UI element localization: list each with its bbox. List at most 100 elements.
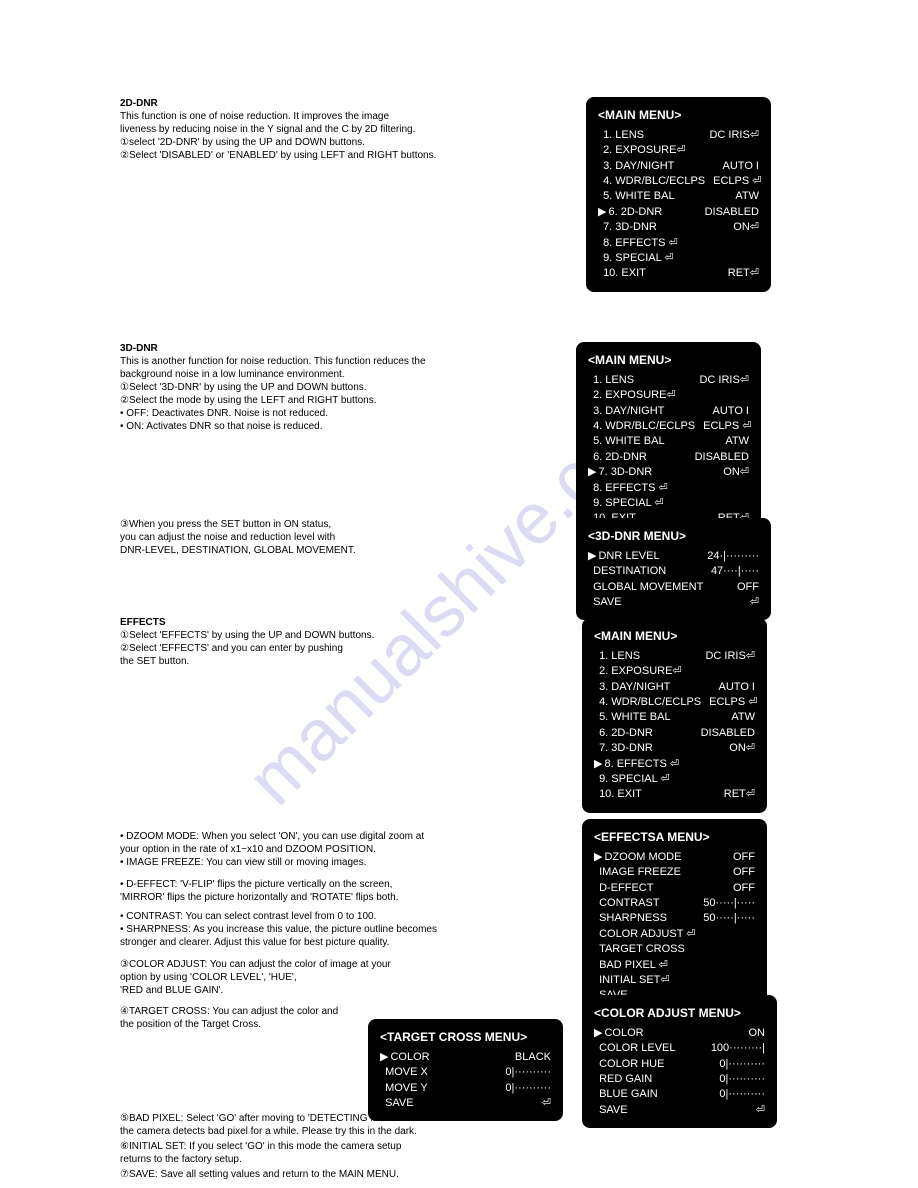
- menu-row: 6. 2D-DNRDISABLED: [594, 726, 755, 741]
- desc-target-cross: ④TARGET CROSS: You can adjust the color …: [120, 1005, 360, 1031]
- menu-row: 1. LENSDC IRIS⏎: [588, 373, 749, 388]
- menu-title: <EFFECTSA MENU>: [594, 829, 755, 846]
- desc-body: This is another function for noise reduc…: [120, 356, 426, 432]
- desc-body: • D-EFFECT: 'V-FLIP' flips the picture v…: [120, 879, 398, 903]
- menu-row-label: 9. SPECIAL ⏎: [594, 772, 670, 787]
- menu-row-value: OFF: [733, 850, 755, 865]
- desc-3d-dnr-menu: ③When you press the SET button in ON sta…: [120, 518, 560, 557]
- desc-effects: EFFECTS ①Select 'EFFECTS' by using the U…: [120, 616, 560, 668]
- menu-row: 9. SPECIAL ⏎: [594, 772, 755, 787]
- desc-body: ⑦SAVE: Save all setting values and retur…: [120, 1169, 399, 1180]
- menu-row: 5. WHITE BALATW: [588, 434, 749, 449]
- menu-row-label: 9. SPECIAL ⏎: [588, 496, 664, 511]
- menu-row: ▶7. 3D-DNRON⏎: [588, 465, 749, 480]
- menu-row-label: DESTINATION: [588, 564, 666, 579]
- menu-row-value: ON⏎: [729, 741, 755, 756]
- menu-row-label: 4. WDR/BLC/ECLPS: [594, 695, 701, 710]
- menu-row: 3. DAY/NIGHT AUTO I: [598, 159, 759, 174]
- menu-row: SAVE⏎: [380, 1096, 551, 1111]
- menu-title: <COLOR ADJUST MENU>: [594, 1005, 765, 1022]
- desc-body: ①Select 'EFFECTS' by using the UP and DO…: [120, 630, 374, 667]
- menu-row-label: SAVE: [594, 1103, 628, 1118]
- desc-contrast: • CONTRAST: You can select contrast leve…: [120, 910, 560, 949]
- menu-row-value: 24·|·········: [707, 549, 759, 564]
- menu-row-value: AUTO I: [719, 680, 755, 695]
- menu-row-label: ▶COLOR: [594, 1026, 644, 1041]
- desc-body: ③COLOR ADJUST: You can adjust the color …: [120, 959, 391, 996]
- target-cross-menu-panel: <TARGET CROSS MENU>▶COLORBLACK MOVE X0|·…: [368, 1019, 563, 1121]
- menu-row: 1. LENS DC IRIS⏎: [594, 649, 755, 664]
- desc-body: This function is one of noise reduction.…: [120, 111, 436, 161]
- menu-row-label: BAD PIXEL ⏎: [594, 958, 668, 973]
- menu-row: ▶6. 2D-DNRDISABLED: [598, 205, 759, 220]
- menu-row-label: GLOBAL MOVEMENT: [588, 580, 703, 595]
- menu-row-value: 100·········|: [711, 1041, 765, 1056]
- 3d-dnr-menu-panel: <3D-DNR MENU>▶DNR LEVEL24·|········· DES…: [576, 518, 771, 620]
- desc-save: ⑦SAVE: Save all setting values and retur…: [120, 1168, 560, 1181]
- menu-row-value: ATW: [731, 710, 755, 725]
- menu-row: 2. EXPOSURE⏎: [588, 388, 749, 403]
- menu-row-value: DC IRIS⏎: [709, 128, 759, 143]
- menu-row: BLUE GAIN0|··········: [594, 1087, 765, 1102]
- desc-title: EFFECTS: [120, 617, 166, 628]
- menu-title: <3D-DNR MENU>: [588, 528, 759, 545]
- menu-row: SHARPNESS 50·····|·····: [594, 911, 755, 926]
- menu-row: 4. WDR/BLC/ECLPS ECLPS ⏎: [594, 695, 755, 710]
- menu-row: 10. EXITRET⏎: [594, 787, 755, 802]
- main-menu-panel-3: <MAIN MENU> 1. LENSDC IRIS⏎ 2. EXPOSURE⏎…: [582, 618, 767, 813]
- menu-row-value: DC IRIS⏎: [705, 649, 755, 664]
- menu-row-value: 50·····|·····: [703, 896, 755, 911]
- menu-row: ▶COLORON: [594, 1026, 765, 1041]
- menu-row-value: BLACK: [515, 1050, 551, 1065]
- menu-row: SAVE⏎: [588, 595, 759, 610]
- menu-row-label: MOVE X: [380, 1065, 428, 1080]
- menu-row-value: DISABLED: [705, 205, 759, 220]
- menu-row-label: 1. LENS: [598, 128, 644, 143]
- menu-row-label: 3. DAY/NIGHT: [598, 159, 674, 174]
- menu-row: BAD PIXEL ⏎: [594, 958, 755, 973]
- menu-row-label: 1. LENS: [594, 649, 640, 664]
- menu-row-value: 47····|·····: [711, 564, 759, 579]
- menu-row-value: 0|··········: [719, 1057, 765, 1072]
- menu-row-label: MOVE Y: [380, 1081, 428, 1096]
- desc-title: 3D-DNR: [120, 343, 158, 354]
- menu-row-label: SAVE: [588, 595, 622, 610]
- menu-row-label: IMAGE FREEZE: [594, 865, 681, 880]
- menu-row-value: 50·····|·····: [703, 911, 755, 926]
- menu-row: ▶COLOR BLACK: [380, 1050, 551, 1065]
- menu-row: DESTINATION 47····|·····: [588, 564, 759, 579]
- menu-row: 5. WHITE BALATW: [594, 710, 755, 725]
- menu-row-value: ON⏎: [733, 220, 759, 235]
- menu-row: ▶DZOOM MODE OFF: [594, 850, 755, 865]
- menu-row: 8. EFFECTS ⏎: [598, 236, 759, 251]
- menu-row-value: 0|··········: [719, 1087, 765, 1102]
- menu-row: ▶8. EFFECTS ⏎: [594, 757, 755, 772]
- desc-body: ③When you press the SET button in ON sta…: [120, 519, 356, 556]
- menu-row-label: ▶DZOOM MODE: [594, 850, 681, 865]
- menu-row: COLOR ADJUST ⏎: [594, 927, 755, 942]
- menu-row: 6. 2D-DNRDISABLED: [588, 450, 749, 465]
- menu-row: 9. SPECIAL ⏎: [588, 496, 749, 511]
- menu-row: RED GAIN0|··········: [594, 1072, 765, 1087]
- menu-row: INITIAL SET⏎: [594, 973, 755, 988]
- menu-row-label: COLOR ADJUST ⏎: [594, 927, 695, 942]
- main-menu-panel-2: <MAIN MENU> 1. LENSDC IRIS⏎ 2. EXPOSURE⏎…: [576, 342, 761, 537]
- menu-row-value: ATW: [735, 189, 759, 204]
- menu-row-value: OFF: [733, 881, 755, 896]
- menu-row-value: AUTO I: [723, 159, 759, 174]
- menu-row-label: SHARPNESS: [594, 911, 667, 926]
- menu-row-value: RET⏎: [728, 266, 759, 281]
- menu-title: <TARGET CROSS MENU>: [380, 1029, 551, 1046]
- menu-row-value: ATW: [725, 434, 749, 449]
- menu-row-label: 3. DAY/NIGHT: [594, 680, 670, 695]
- menu-row-label: INITIAL SET⏎: [594, 973, 670, 988]
- desc-deffect: • D-EFFECT: 'V-FLIP' flips the picture v…: [120, 878, 560, 904]
- menu-row-label: 10. EXIT: [598, 266, 646, 281]
- menu-row-label: ▶COLOR: [380, 1050, 430, 1065]
- menu-title: <MAIN MENU>: [594, 628, 755, 645]
- menu-row: MOVE Y0|··········: [380, 1081, 551, 1096]
- menu-row-value: ⏎: [756, 1103, 765, 1118]
- menu-row-label: 7. 3D-DNR: [598, 220, 657, 235]
- menu-row-label: ▶7. 3D-DNR: [588, 465, 652, 480]
- menu-row-value: ECLPS ⏎: [709, 695, 757, 710]
